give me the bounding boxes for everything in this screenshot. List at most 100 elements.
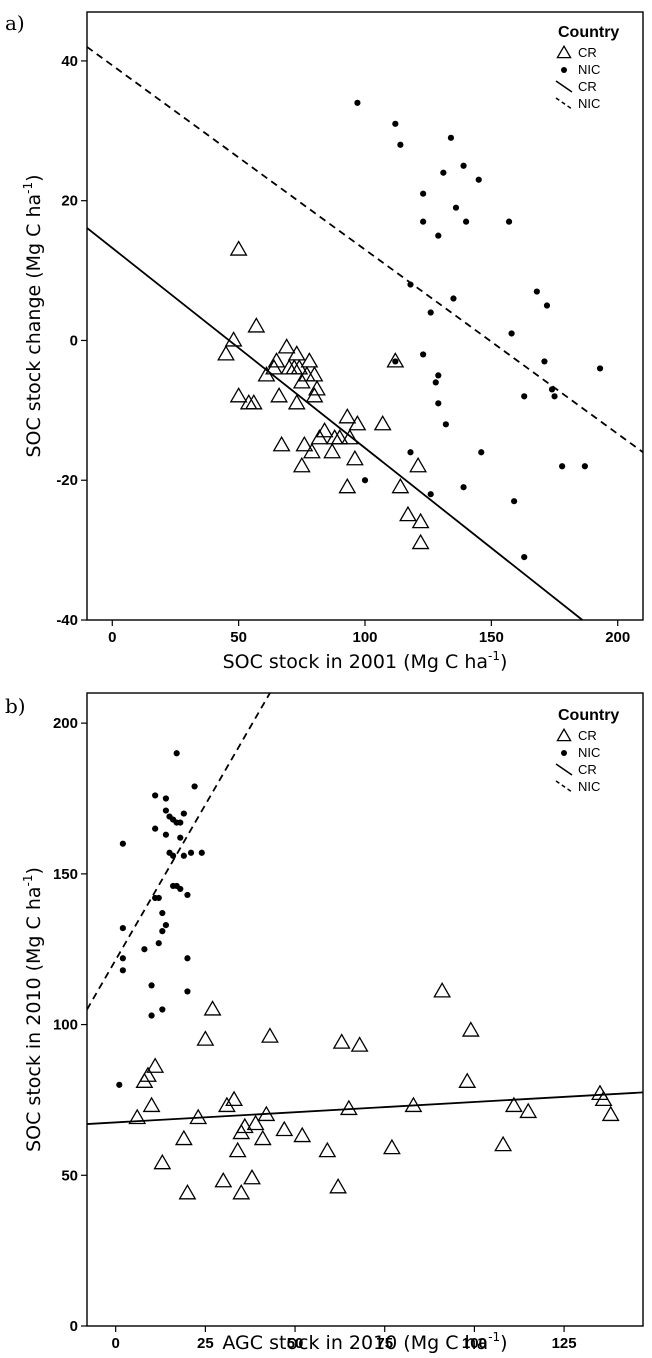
data-point-nic: [159, 909, 166, 917]
fit-line-nic: [87, 693, 271, 1010]
legend-symbol-dashed-line: [555, 97, 573, 110]
legend-symbol-dashed-line: [555, 780, 573, 793]
legend-label: NIC: [578, 779, 600, 794]
legend-title: Country: [558, 24, 619, 41]
data-point-nic: [460, 162, 467, 169]
data-point-cr: [224, 331, 243, 347]
data-point-cr: [203, 1000, 222, 1016]
data-point-nic: [420, 190, 427, 197]
x-tick-label: 50: [287, 1335, 304, 1352]
data-point-nic: [521, 554, 528, 561]
data-point-nic: [392, 358, 399, 365]
data-point-cr: [228, 1141, 247, 1158]
data-point-cr: [350, 1036, 369, 1052]
data-point-cr: [300, 352, 319, 368]
data-point-nic: [475, 176, 482, 183]
data-point-nic: [119, 925, 126, 932]
data-point-cr: [399, 505, 417, 522]
data-point-nic: [119, 955, 126, 962]
data-point-cr: [305, 366, 324, 382]
data-point-cr: [189, 1108, 208, 1125]
data-point-cr: [373, 414, 392, 431]
data-point-cr: [386, 352, 405, 368]
data-point-nic: [478, 449, 485, 456]
data-point-nic: [162, 807, 170, 814]
data-point-cr: [292, 456, 311, 473]
data-point-cr: [345, 449, 364, 466]
data-point-cr: [235, 1117, 254, 1134]
x-tick-label: 50: [230, 629, 247, 646]
data-point-cr: [461, 1021, 480, 1037]
y-tick-label: -40: [56, 612, 78, 629]
data-point-nic: [169, 852, 177, 859]
legend-title: Country: [558, 707, 619, 724]
y-tick-label: 0: [70, 1318, 78, 1335]
data-point-nic: [462, 218, 470, 225]
x-tick-label: 200: [605, 629, 630, 646]
x-tick-label: 100: [352, 629, 377, 646]
data-point-cr: [232, 1184, 251, 1200]
data-point-cr: [330, 428, 349, 445]
chart-panel-a: a) 0 50 100 150 200 -40 -20 0 20 40 SOC stock in 20…: [5, 11, 644, 673]
data-point-cr: [196, 1030, 215, 1046]
data-point-cr: [315, 421, 334, 438]
data-point-nic: [543, 302, 551, 309]
legend: Country CR NIC CR NIC: [555, 707, 619, 794]
legend-symbol-triangle: [556, 44, 572, 59]
y-tick-label: 40: [61, 53, 78, 70]
legend-symbol-solid-line: [555, 763, 573, 776]
y-tick-label: 50: [61, 1167, 78, 1184]
data-point-cr: [601, 1105, 620, 1122]
x-tick-label: 125: [552, 1335, 577, 1352]
data-point-nic: [119, 967, 126, 974]
legend-symbol-dot: [561, 750, 567, 756]
legend-label: CR: [578, 79, 597, 94]
data-point-nic: [177, 819, 184, 826]
data-point-cr: [458, 1072, 477, 1088]
data-point-cr: [287, 393, 306, 410]
data-point-nic: [159, 1006, 166, 1013]
data-point-cr: [243, 1168, 261, 1185]
legend-label: NIC: [578, 62, 600, 77]
series-cr: [128, 982, 620, 1200]
data-point-cr: [174, 1129, 193, 1146]
data-point-cr: [267, 352, 286, 368]
data-point-nic: [435, 400, 442, 407]
data-point-nic: [173, 750, 180, 757]
data-point-cr: [338, 477, 357, 494]
data-point-nic: [420, 351, 427, 358]
data-point-nic: [397, 141, 404, 148]
data-point-nic: [361, 477, 369, 484]
data-point-nic: [533, 288, 540, 295]
data-point-cr: [225, 1090, 243, 1107]
data-point-nic: [191, 783, 198, 790]
data-point-cr: [323, 442, 342, 459]
data-point-cr: [178, 1184, 197, 1200]
legend-label: CR: [578, 728, 597, 743]
legend-label: NIC: [578, 745, 600, 760]
data-point-nic: [452, 204, 460, 211]
data-point-nic: [184, 988, 191, 995]
data-point-cr: [338, 407, 357, 424]
data-point-cr: [433, 982, 452, 998]
data-point-nic: [180, 810, 187, 817]
data-point-cr: [332, 1033, 351, 1049]
data-point-nic: [392, 120, 399, 127]
data-point-nic: [447, 134, 455, 141]
x-axis-title: AGC stock in 2010 (Mg C ha-1): [222, 1330, 507, 1354]
data-point-cr: [139, 1066, 157, 1082]
panel-label: b): [5, 694, 26, 718]
data-point-nic: [187, 849, 195, 856]
data-point-nic: [148, 982, 155, 989]
data-point-nic: [581, 463, 588, 470]
data-point-cr: [275, 1120, 294, 1137]
data-point-nic: [427, 309, 434, 316]
data-point-nic: [180, 852, 187, 859]
data-point-nic: [141, 946, 148, 953]
data-point-nic: [596, 365, 604, 372]
data-point-cr: [246, 1114, 265, 1131]
data-point-cr: [411, 533, 430, 550]
data-point-nic: [442, 421, 449, 428]
data-point-cr: [303, 442, 321, 459]
